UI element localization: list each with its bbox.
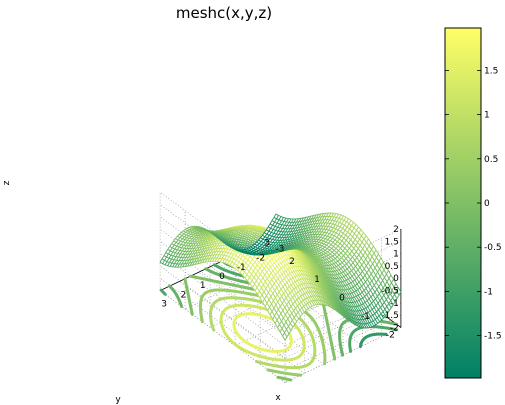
grid-line xyxy=(159,265,286,359)
z-tick-label: 1.5 xyxy=(385,237,399,247)
colorbar-tick-label: -1.5 xyxy=(484,332,502,342)
y-tick-label: 2 xyxy=(289,257,295,267)
z-tick-label: 0 xyxy=(393,274,399,284)
x-tick-label: 2 xyxy=(181,290,187,300)
grid-line xyxy=(284,228,402,285)
colorbar-tick-label: 0.5 xyxy=(484,155,498,165)
z-tick-label: -0.5 xyxy=(381,287,399,297)
colorbar-tick-label: 0 xyxy=(484,199,490,209)
grid-line xyxy=(179,281,305,374)
z-tick-label: -2 xyxy=(390,323,399,333)
z-axis-label: z xyxy=(2,180,12,185)
grid-line xyxy=(284,314,402,371)
grid-line xyxy=(159,204,286,297)
grid-line xyxy=(198,271,324,365)
grid-line xyxy=(217,262,344,356)
grid-line xyxy=(159,278,286,371)
colorbar-tick-label: 1.5 xyxy=(484,66,498,76)
colorbar-gradient xyxy=(444,27,482,379)
y-axis-label: y xyxy=(115,395,121,405)
z-tick-label: 2 xyxy=(393,225,399,235)
colorbar: -1.5 -1 -0.5 0 0.5 1 1.5 xyxy=(444,27,502,379)
z-tick-label: -1 xyxy=(390,299,399,309)
plot-3d-axes: -3-2-10123-2-10123-2-1.5-1-0.500.511.52 … xyxy=(2,180,402,405)
colorbar-tick-label: -0.5 xyxy=(484,243,502,253)
axis-tick-labels: -3 -2 -1 0 1 2 3 -2 -1 0 1 2 3 -2 -1.5 -1 -0.5 0 0.5 1 1.5 2 xyxy=(161,225,399,340)
y-tick-label: 3 xyxy=(264,238,270,248)
grid-line xyxy=(284,327,402,383)
x-tick-label: -1 xyxy=(237,263,246,273)
z-tick-label: -1.5 xyxy=(381,311,399,321)
colorbar-tick-label: 1 xyxy=(484,111,490,121)
z-tick-label: 1 xyxy=(393,250,399,260)
grid-line xyxy=(159,253,286,346)
x-tick-label: 0 xyxy=(219,272,225,282)
x-tick-label: 1 xyxy=(200,281,206,291)
x-axis-label: x xyxy=(275,393,281,403)
surface-mesh xyxy=(159,212,402,342)
y-tick-label: 0 xyxy=(339,294,345,304)
colorbar-ticks: -1.5 -1 -0.5 0 0.5 1 1.5 xyxy=(445,66,502,342)
y-tick-label: -2 xyxy=(386,330,395,340)
grid-line xyxy=(159,191,286,285)
x-tick-label: -2 xyxy=(256,254,265,264)
z-tick-label: 0.5 xyxy=(385,262,399,272)
colorbar-tick-label: -1 xyxy=(484,287,493,297)
chart-title: meshc(x,y,z) xyxy=(176,4,272,22)
grid-line xyxy=(284,241,402,297)
x-tick-label: -3 xyxy=(275,244,284,254)
y-tick-label: -1 xyxy=(361,312,370,322)
y-tick-label: 1 xyxy=(314,275,320,285)
x-tick-label: 3 xyxy=(161,300,167,310)
mesh-cell xyxy=(273,213,280,220)
